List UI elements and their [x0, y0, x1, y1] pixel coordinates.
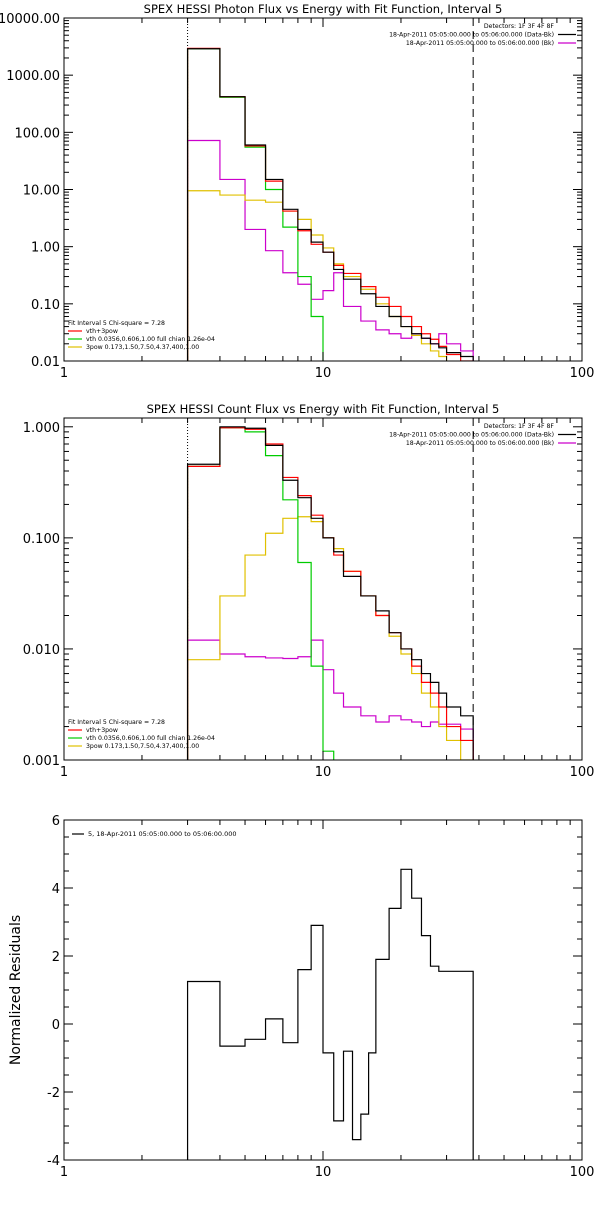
legend-text: vth 0.0356,0.606,1.00 full chian 1.26e-0…: [86, 735, 215, 742]
y-axis-label: Normalized Residuals: [8, 915, 24, 1065]
legend-text: Detectors: 1F 3F 4F 8F: [484, 423, 555, 430]
y-tick-label: 2: [52, 950, 60, 965]
y-tick-label: 6: [52, 814, 60, 829]
series-line: [186, 47, 474, 361]
y-axis: 0.01 0.10 1.00 10.00 100.00 1000.00 10000.00: [0, 12, 582, 370]
plot-area: [186, 868, 474, 1160]
x-tick-label: 100: [570, 1165, 595, 1180]
y-tick-label: 4: [52, 882, 60, 897]
x-tick-label: 100: [570, 366, 595, 381]
series-line: [186, 868, 474, 1160]
plot-frame: [63, 819, 583, 1161]
panel-2: SPEX HESSI Count Flux vs Energy with Fit…: [23, 402, 595, 780]
x-tick-label: 1: [60, 1165, 68, 1180]
x-tick-label: 10: [315, 765, 332, 780]
y-tick-label: 0.100: [23, 532, 60, 547]
chart-title: SPEX HESSI Photon Flux vs Energy with Fi…: [144, 2, 503, 16]
legend-top: Detectors: 1F 3F 4F 8F 18-Apr-2011 05:05:…: [389, 23, 576, 47]
legend-text: 18-Apr-2011 05:05:00.000 to 05:06:00.000…: [406, 440, 554, 447]
chart-title: SPEX HESSI Count Flux vs Energy with Fit…: [147, 402, 500, 416]
x-axis: 1 10 100: [60, 820, 595, 1180]
legend-text: 18-Apr-2011 05:05:00.000 to 05:06:00.000…: [406, 40, 554, 47]
y-tick-label: 0.001: [23, 754, 60, 769]
y-axis: -4 -2 0 2 4 6: [47, 814, 582, 1169]
y-tick-label: 0: [52, 1018, 60, 1033]
legend-text: 18-Apr-2011 05:05:00.000 to 05:06:00.000…: [389, 32, 554, 39]
y-axis: 0.001 0.010 0.100 1.000: [23, 421, 582, 769]
series-line: [186, 639, 474, 760]
panel-3: 1 10 100 -4 -2 0 2 4 6 Normalized Residuals 5, 18-…: [8, 814, 594, 1180]
series-line: [186, 48, 474, 361]
legend: 5, 18-Apr-2011 05:05:00.000 to 05:06:00.…: [72, 830, 237, 838]
legend-bottom: Fit Interval 5 Chi-square = 7.28vth+3pow…: [68, 719, 215, 750]
legend-text: vth 0.0356,0.606,1.00 full chian 1.26e-0…: [86, 336, 215, 343]
legend-text: 3pow 0.173,1.50,7.50,4.37,400,1.00: [86, 344, 199, 351]
y-tick-label: 0.10: [31, 298, 60, 313]
legend-text: 3pow 0.173,1.50,7.50,4.37,400,1.00: [86, 743, 199, 750]
y-tick-label: 1000.00: [6, 69, 60, 84]
y-tick-label: -2: [47, 1086, 60, 1101]
plot-area: [186, 418, 474, 760]
series-line: [186, 139, 474, 361]
panel-1: SPEX HESSI Photon Flux vs Energy with Fi…: [0, 2, 594, 381]
series-line: [186, 426, 474, 760]
x-tick-label: 10: [315, 366, 332, 381]
x-tick-label: 1: [60, 765, 68, 780]
y-tick-label: 10000.00: [0, 12, 60, 27]
x-axis: 1 10 100: [60, 18, 595, 381]
legend-text: 5, 18-Apr-2011 05:05:00.000 to 05:06:00.…: [88, 830, 237, 838]
y-tick-label: 0.010: [23, 643, 60, 658]
x-tick-label: 10: [315, 1165, 332, 1180]
legend-text: Detectors: 1F 3F 4F 8F: [484, 23, 555, 30]
legend-text: Fit Interval 5 Chi-square = 7.28: [68, 320, 165, 327]
y-tick-label: 1.00: [31, 241, 60, 256]
y-tick-label: 1.000: [23, 421, 60, 436]
legend-text: Fit Interval 5 Chi-square = 7.28: [68, 719, 165, 726]
x-tick-label: 100: [570, 765, 595, 780]
legend-bottom: Fit Interval 5 Chi-square = 7.28vth+3pow…: [68, 320, 215, 351]
legend-text: 18-Apr-2011 05:05:00.000 to 05:06:00.000…: [389, 432, 554, 439]
x-tick-label: 1: [60, 366, 68, 381]
y-tick-label: 100.00: [15, 126, 61, 141]
y-tick-label: -4: [47, 1154, 60, 1169]
series-line: [186, 427, 474, 760]
legend-text: vth+3pow: [86, 328, 118, 335]
legend-text: vth+3pow: [86, 727, 118, 734]
legend-top: Detectors: 1F 3F 4F 8F 18-Apr-2011 05:05:…: [389, 423, 576, 447]
series-line: [186, 48, 345, 361]
plot-frame: [63, 17, 583, 362]
plot-frame: [63, 417, 583, 761]
y-tick-label: 10.00: [23, 184, 60, 199]
plot-area: [186, 18, 474, 361]
y-tick-label: 0.01: [31, 355, 60, 370]
